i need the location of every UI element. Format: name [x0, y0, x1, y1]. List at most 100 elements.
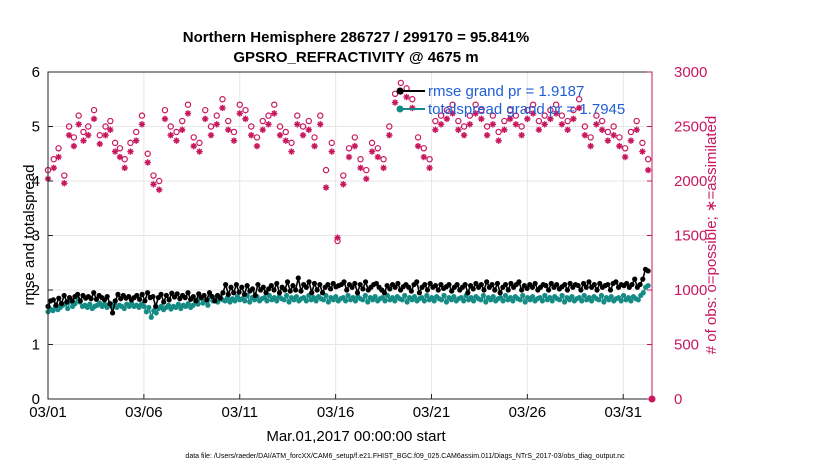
obs-possible-point [426, 155, 433, 163]
obs-assimilated-point [305, 126, 312, 133]
x-axis: 03/01 03/06 03/11 03/16 03/21 03/26 03/31 [29, 394, 642, 421]
rmse-point [311, 280, 318, 287]
obs-possible-point [564, 117, 571, 125]
rmse-point [597, 280, 603, 287]
totalspread-point [470, 298, 477, 304]
rmse-point [532, 280, 538, 287]
totalspread-point [559, 292, 565, 299]
obs-assimilated-point [633, 126, 640, 133]
rmse-point [303, 284, 309, 290]
totalspread-point [283, 292, 290, 299]
obs-assimilated-point [575, 104, 583, 112]
rmse-point [209, 293, 215, 300]
obs-possible-point [432, 117, 439, 125]
obs-possible-point [483, 123, 491, 130]
obs-possible-point [570, 106, 577, 114]
rmse-point [233, 281, 239, 288]
rmse-point [134, 292, 140, 299]
obs-possible-point [627, 128, 635, 136]
obs-possible-point [219, 96, 226, 103]
rmse-point [255, 281, 261, 288]
y-axis-left: 0 1 2 3 4 5 6 [32, 64, 53, 408]
obs-assimilated-point [558, 121, 566, 128]
obs-assimilated-point [61, 179, 68, 187]
totalspread-point [264, 298, 270, 304]
obs-possible-point [604, 128, 612, 136]
obs-assimilated-point [90, 115, 98, 123]
rmse-point [575, 283, 581, 289]
rmse-point [144, 290, 151, 296]
obs-possible-point [196, 139, 203, 147]
obs-assimilated-point [426, 164, 433, 172]
obs-assimilated-point [179, 126, 186, 133]
obs-assimilated-point [621, 153, 629, 161]
rmse-point [217, 295, 223, 301]
rmse-point [578, 287, 584, 293]
obs-possible-point [449, 101, 456, 108]
totalspread-point [143, 309, 149, 315]
x-tick-label: 03/01 [29, 404, 67, 421]
rmse-point [624, 280, 630, 287]
x-tick-label: 03/31 [604, 404, 642, 421]
x-axis-label: Mar.01,2017 00:00:00 start [266, 428, 446, 445]
rmse-point [244, 283, 250, 289]
totalspread-point [121, 305, 127, 312]
obs-possible-point [127, 139, 134, 147]
obs-assimilated-point [610, 132, 617, 139]
obs-possible-point [616, 134, 623, 141]
totalspread-point [286, 299, 292, 305]
obs-possible-point [455, 117, 462, 125]
totalspread-point [539, 298, 545, 304]
totalspread-point [502, 292, 509, 299]
totalspread-point [557, 297, 563, 303]
obs-possible-point [80, 128, 87, 136]
obs-possible-point [144, 150, 151, 157]
obs-possible-point [90, 106, 98, 114]
rmse-point [107, 301, 113, 307]
obs-possible-point [55, 145, 62, 152]
totalspread-point [274, 298, 280, 304]
rmse-point [594, 287, 600, 293]
obs-possible-point [345, 145, 353, 152]
rmse-point [150, 293, 156, 300]
totalspread-point [431, 298, 437, 304]
obs-assimilated-point [161, 115, 169, 123]
totalspread-point [517, 297, 523, 303]
obs-possible-point [351, 134, 358, 141]
obs-assimilated-point [271, 110, 278, 117]
obs-assimilated-point [552, 110, 560, 117]
rmse-point [109, 310, 116, 316]
totalspread-point [635, 297, 641, 303]
rmse-point [607, 287, 614, 293]
totalspread-point [451, 293, 457, 300]
rmse-point [327, 286, 334, 292]
x-tick-label: 03/06 [125, 404, 163, 421]
obs-possible-point [102, 123, 109, 130]
obs-assimilated-point [380, 164, 387, 172]
rmse-point [424, 287, 431, 293]
rmse-point [228, 284, 234, 290]
obs-assimilated-point [466, 121, 474, 128]
y-tick-label: 3 [32, 228, 40, 245]
totalspread-point [438, 297, 445, 303]
obs-assimilated-point [236, 110, 243, 117]
totalspread-point [165, 302, 172, 308]
obs-assimilated-point [374, 153, 382, 161]
obs-possible-point [133, 128, 140, 136]
rmse-point [344, 287, 350, 293]
obs-assimilated-point [616, 142, 623, 150]
obs-assimilated-point [288, 148, 295, 155]
obs-assimilated-point [541, 121, 548, 128]
obs-assimilated-point [598, 126, 606, 133]
y-tick-label: 1 [32, 337, 40, 354]
y-axis-right: 0 500 1000 1500 2000 2500 3000 [647, 64, 707, 408]
obs-assimilated-point [443, 115, 451, 123]
obs-possible-point [305, 117, 312, 125]
rmse-point [629, 281, 635, 288]
obs-assimilated-point [489, 121, 497, 128]
obs-possible-point [150, 172, 157, 179]
obs-possible-point [541, 112, 548, 119]
obs-possible-point [65, 123, 73, 130]
obs-assimilated-point [483, 132, 491, 139]
obs-possible-point [397, 79, 405, 87]
